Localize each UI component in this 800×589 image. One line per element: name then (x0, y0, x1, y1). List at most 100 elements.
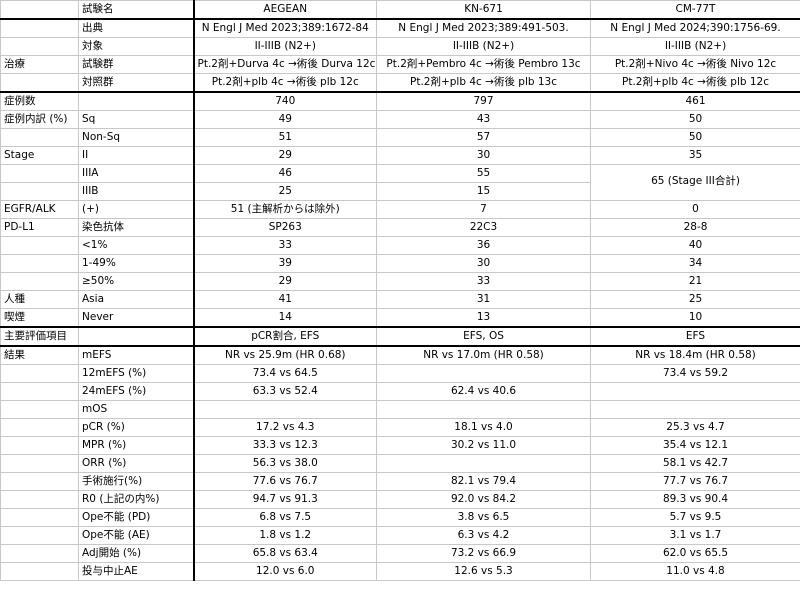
category-cell[interactable]: 治療 (0, 55, 79, 74)
category-cell[interactable] (0, 544, 79, 563)
value-cell[interactable]: 31 (376, 290, 591, 309)
category-cell[interactable] (0, 400, 79, 419)
trial-name-header[interactable]: CM-77T (590, 0, 800, 20)
value-cell[interactable]: 15 (376, 182, 591, 201)
value-cell[interactable]: 92.0 vs 84.2 (376, 490, 591, 509)
value-cell[interactable]: 5.7 vs 9.5 (590, 508, 800, 527)
category-cell[interactable]: EGFR/ALK (0, 200, 79, 219)
subcategory-cell[interactable]: MPR (%) (78, 436, 194, 455)
subcategory-cell[interactable]: Ope不能 (PD) (78, 508, 194, 527)
value-cell[interactable]: 49 (192, 110, 377, 129)
value-cell[interactable]: 10 (590, 308, 800, 328)
value-cell[interactable]: 3.8 vs 6.5 (376, 508, 591, 527)
value-cell[interactable]: 17.2 vs 4.3 (192, 418, 377, 437)
value-cell[interactable] (590, 400, 800, 419)
value-cell[interactable]: 62.0 vs 65.5 (590, 544, 800, 563)
subcategory-cell[interactable]: mEFS (78, 345, 194, 365)
value-cell[interactable]: 82.1 vs 79.4 (376, 472, 591, 491)
category-cell[interactable] (0, 364, 79, 383)
value-cell[interactable]: 39 (192, 254, 377, 273)
value-cell[interactable]: 30.2 vs 11.0 (376, 436, 591, 455)
value-cell[interactable]: 73.2 vs 66.9 (376, 544, 591, 563)
trial-name-header[interactable]: KN-671 (376, 0, 591, 20)
category-cell[interactable] (0, 164, 79, 183)
category-cell[interactable] (0, 73, 79, 93)
value-cell[interactable]: 25.3 vs 4.7 (590, 418, 800, 437)
value-cell[interactable]: 35.4 vs 12.1 (590, 436, 800, 455)
value-cell[interactable]: 28-8 (590, 218, 800, 237)
category-cell[interactable] (0, 128, 79, 147)
value-cell[interactable]: 12.6 vs 5.3 (376, 562, 591, 581)
subcategory-cell[interactable]: <1% (78, 236, 194, 255)
subcategory-cell[interactable]: Adj開始 (%) (78, 544, 194, 563)
category-cell[interactable] (0, 236, 79, 255)
corner-cell[interactable] (0, 0, 79, 20)
subcategory-cell[interactable]: R0 (上記の内%) (78, 490, 194, 509)
value-cell[interactable]: 36 (376, 236, 591, 255)
value-cell[interactable]: II-IIIB (N2+) (376, 37, 591, 56)
header-label[interactable]: 試験名 (78, 0, 194, 20)
value-cell[interactable]: N Engl J Med 2023;389:1672-84 (192, 18, 377, 38)
subcategory-cell[interactable]: 手術施行(%) (78, 472, 194, 491)
category-cell[interactable]: 人種 (0, 290, 79, 309)
subcategory-cell[interactable]: mOS (78, 400, 194, 419)
value-cell[interactable]: 21 (590, 272, 800, 291)
value-cell[interactable]: Pt.2剤+Pembro 4c →術後 Pembro 13c (376, 55, 591, 74)
value-cell[interactable]: 73.4 vs 64.5 (192, 364, 377, 383)
subcategory-cell[interactable]: 12mEFS (%) (78, 364, 194, 383)
value-cell[interactable]: 6.3 vs 4.2 (376, 526, 591, 545)
value-cell[interactable]: 30 (376, 146, 591, 165)
value-cell[interactable]: 62.4 vs 40.6 (376, 382, 591, 401)
value-cell[interactable]: 63.3 vs 52.4 (192, 382, 377, 401)
value-cell[interactable]: NR vs 25.9m (HR 0.68) (192, 345, 377, 365)
value-cell[interactable]: 51 (主解析からは除外) (192, 200, 377, 219)
value-cell[interactable]: 1.8 vs 1.2 (192, 526, 377, 545)
subcategory-cell[interactable]: 対象 (78, 37, 194, 56)
category-cell[interactable] (0, 418, 79, 437)
value-cell[interactable]: II-IIIB (N2+) (590, 37, 800, 56)
subcategory-cell[interactable]: pCR (%) (78, 418, 194, 437)
subcategory-cell[interactable]: IIIB (78, 182, 194, 201)
value-cell[interactable]: 30 (376, 254, 591, 273)
value-cell[interactable]: 41 (192, 290, 377, 309)
value-cell[interactable] (376, 454, 591, 473)
value-cell[interactable]: 65 (Stage III合計) (590, 172, 800, 191)
value-cell[interactable]: NR vs 17.0m (HR 0.58) (376, 345, 591, 365)
value-cell[interactable]: 22C3 (376, 218, 591, 237)
value-cell[interactable]: 7 (376, 200, 591, 219)
value-cell[interactable]: 57 (376, 128, 591, 147)
category-cell[interactable] (0, 382, 79, 401)
value-cell[interactable]: 50 (590, 110, 800, 129)
value-cell[interactable]: 35 (590, 146, 800, 165)
category-cell[interactable]: 結果 (0, 345, 79, 365)
subcategory-cell[interactable]: Never (78, 308, 194, 328)
subcategory-cell[interactable]: II (78, 146, 194, 165)
category-cell[interactable] (0, 490, 79, 509)
value-cell[interactable]: 77.7 vs 76.7 (590, 472, 800, 491)
value-cell[interactable]: Pt.2剤+plb 4c →術後 plb 13c (376, 73, 591, 93)
value-cell[interactable]: 77.6 vs 76.7 (192, 472, 377, 491)
value-cell[interactable]: 13 (376, 308, 591, 328)
value-cell[interactable]: 18.1 vs 4.0 (376, 418, 591, 437)
category-cell[interactable] (0, 182, 79, 201)
category-cell[interactable] (0, 37, 79, 56)
value-cell[interactable]: 65.8 vs 63.4 (192, 544, 377, 563)
value-cell[interactable]: 11.0 vs 4.8 (590, 562, 800, 581)
value-cell[interactable]: 51 (192, 128, 377, 147)
subcategory-cell[interactable]: 対照群 (78, 73, 194, 93)
value-cell[interactable]: N Engl J Med 2023;389:491-503. (376, 18, 591, 38)
category-cell[interactable] (0, 272, 79, 291)
value-cell[interactable]: Pt.2剤+Durva 4c →術後 Durva 12c (192, 55, 377, 74)
subcategory-cell[interactable]: Asia (78, 290, 194, 309)
subcategory-cell[interactable] (78, 91, 194, 111)
category-cell[interactable]: Stage (0, 146, 79, 165)
value-cell[interactable]: NR vs 18.4m (HR 0.58) (590, 345, 800, 365)
value-cell[interactable]: EFS, OS (376, 326, 591, 347)
category-cell[interactable] (0, 526, 79, 545)
value-cell[interactable]: 33 (376, 272, 591, 291)
category-cell[interactable] (0, 454, 79, 473)
value-cell[interactable]: EFS (590, 326, 800, 347)
value-cell[interactable]: 461 (590, 91, 800, 111)
category-cell[interactable]: 症例数 (0, 91, 79, 111)
value-cell[interactable]: 34 (590, 254, 800, 273)
